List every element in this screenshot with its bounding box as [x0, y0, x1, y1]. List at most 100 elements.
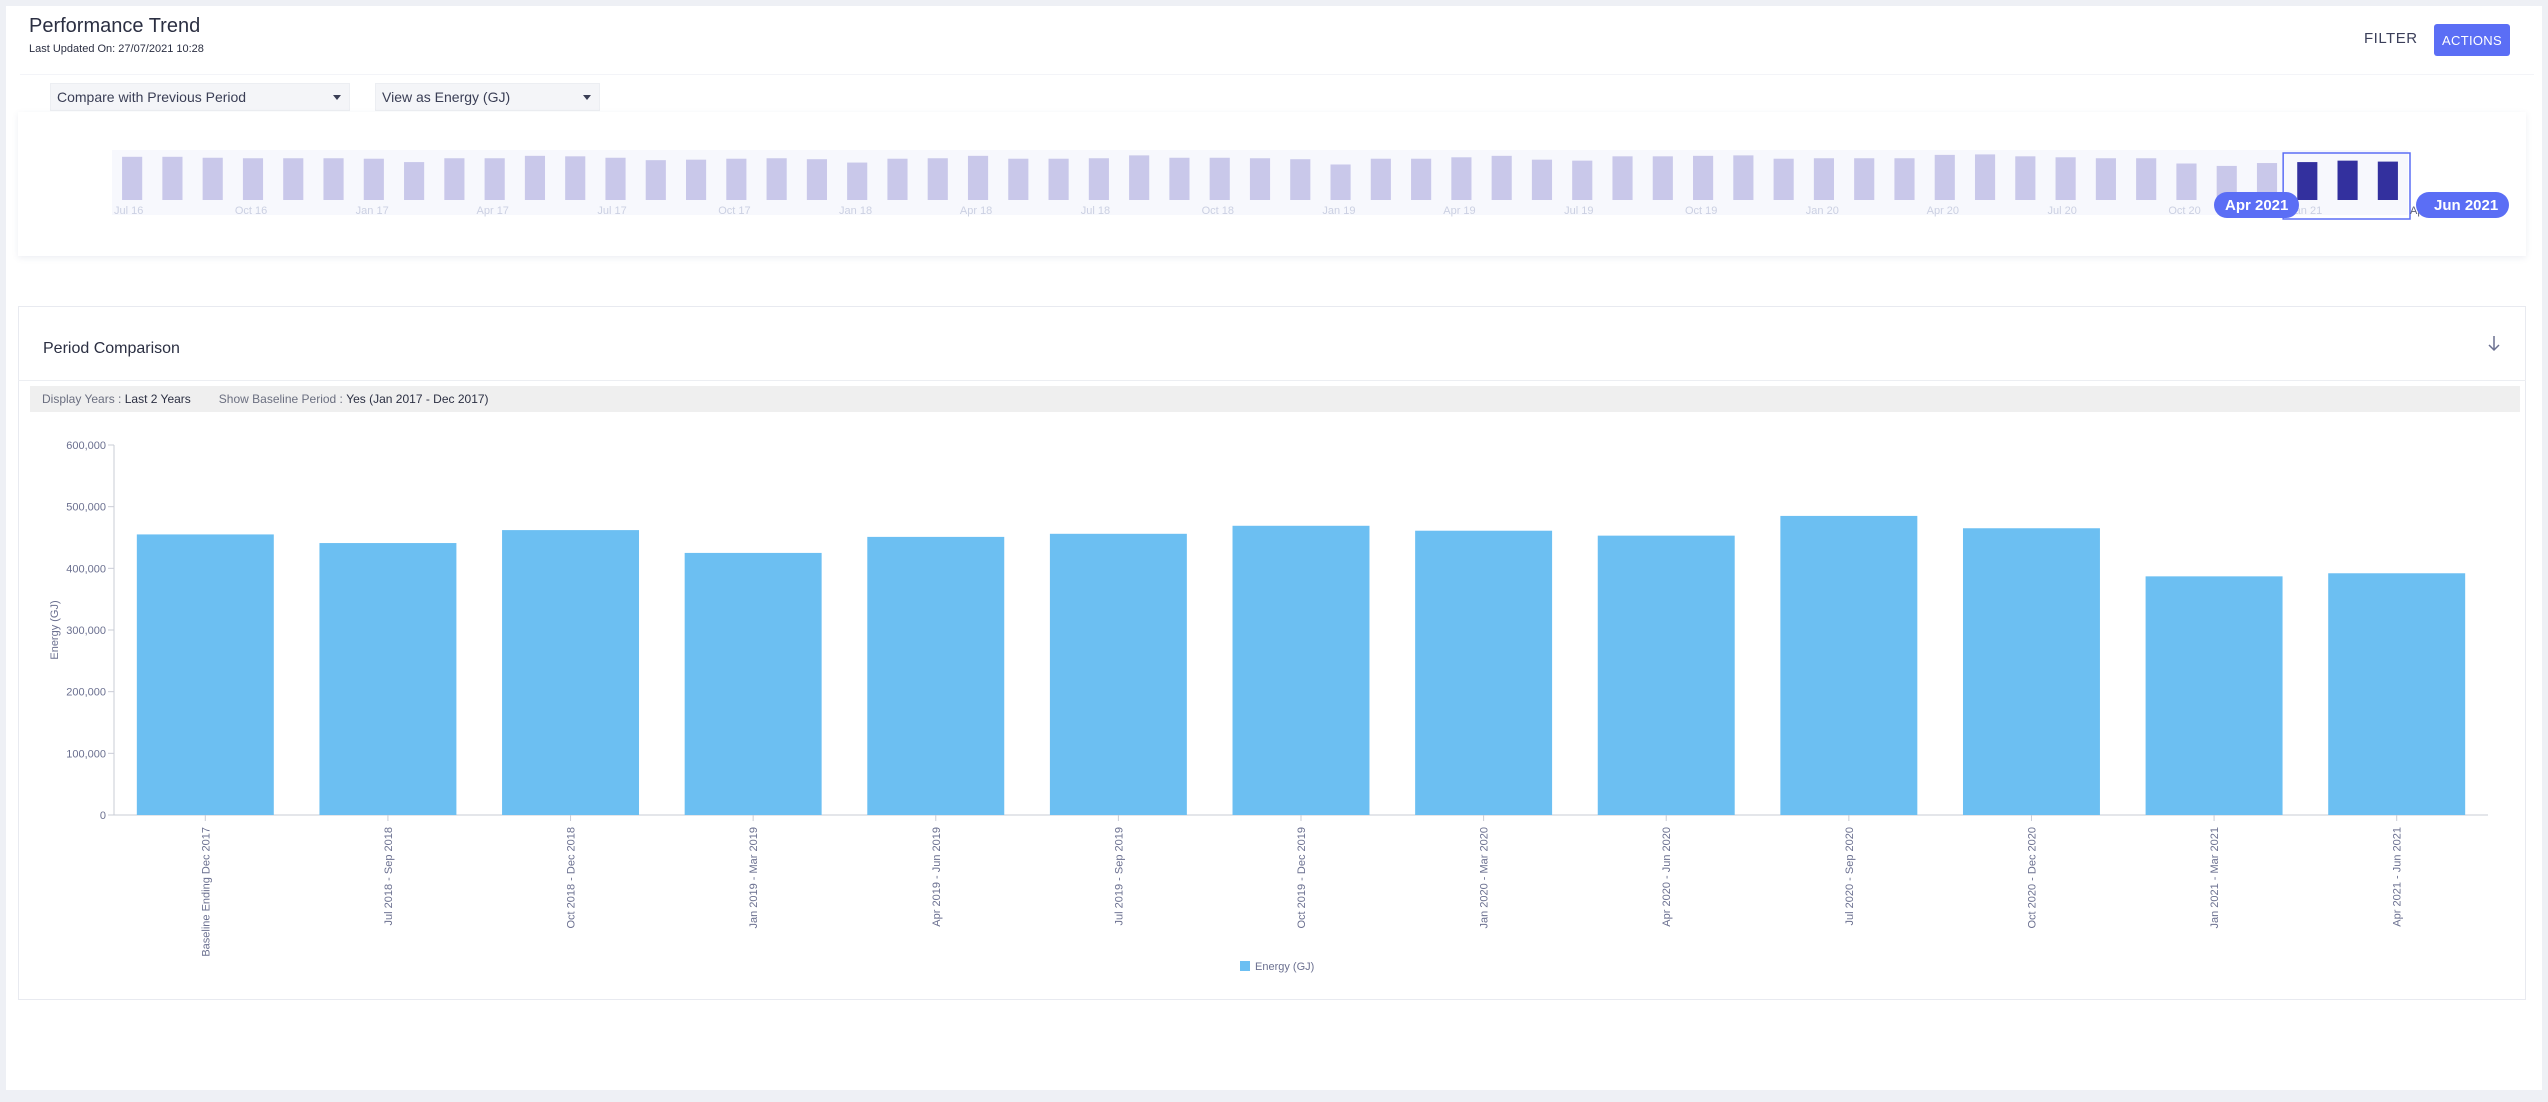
navigator-axis-label: Apr 20 [1927, 205, 1959, 217]
navigator-axis-label: Jan 18 [839, 205, 872, 217]
legend-label: Energy (GJ) [1255, 961, 1314, 973]
display-years-label: Display Years : [42, 392, 122, 406]
view-as-select[interactable]: View as Energy (GJ) [375, 83, 600, 111]
range-end-label: Jun 2021 [2434, 196, 2499, 214]
baseline-label: Show Baseline Period : [218, 392, 343, 406]
chart-bar [1962, 528, 2100, 815]
navigator-bar [444, 158, 465, 200]
navigator-bar [887, 158, 908, 200]
x-tick-label: Apr 2020 - Jun 2020 [1661, 827, 1673, 927]
navigator-bar [1693, 155, 1714, 200]
x-tick-label: Jul 2019 - Sep 2019 [1113, 827, 1125, 925]
panel-title: Period Comparison [43, 340, 180, 357]
navigator-bar [726, 158, 747, 200]
navigator-axis-label: Apr 18 [960, 205, 992, 217]
x-tick-label: Baseline Ending Dec 2017 [200, 827, 212, 957]
navigator-bar [323, 158, 344, 200]
period-comparison-chart: 0 100,000 200,000 300,000 400,000 500,000 600,… [49, 440, 2488, 973]
navigator-axis-label: Jul 19 [1564, 205, 1593, 217]
navigator-bar [1209, 157, 1230, 200]
chart-bar [1780, 515, 1918, 815]
filter-button[interactable]: FILTER [2364, 30, 2418, 47]
range-end-handle[interactable]: Jun 2021 [2416, 192, 2510, 218]
navigator-bar [1652, 156, 1673, 200]
x-tick-label: Oct 2020 - Dec 2020 [2026, 827, 2038, 929]
navigator-axis-label: Jul 20 [2047, 205, 2076, 217]
navigator-bar [1088, 158, 1109, 200]
navigator-bar [806, 159, 827, 200]
navigator-bar [1169, 157, 1190, 200]
navigator-axis-label: Jan 19 [1322, 205, 1355, 217]
y-tick-label: 600,000 [66, 440, 106, 452]
chevron-down-icon [583, 95, 591, 100]
y-axis-title: Energy (GJ) [49, 600, 61, 659]
x-tick-label: Jan 2021 - Mar 2021 [2209, 827, 2221, 929]
navigator-bar [1370, 158, 1391, 200]
y-tick-label: 500,000 [66, 502, 106, 514]
navigator-bar [404, 162, 425, 200]
navigator-bar [1491, 155, 1512, 200]
navigator-axis-label: Oct 19 [1685, 205, 1717, 217]
navigator-axis-label: Jul 16 [114, 205, 143, 217]
navigator-bar [645, 160, 666, 200]
navigator-bar [1249, 158, 1271, 200]
navigator-axis-label: Oct 18 [1202, 205, 1234, 217]
navigator-bar [1773, 158, 1794, 200]
navigator-bar [524, 155, 546, 200]
navigator-bar [202, 157, 223, 200]
chart-bar [684, 552, 822, 815]
navigator-bar [1813, 158, 1834, 200]
navigator-bar [1411, 158, 1432, 200]
navigator-bar [363, 158, 384, 200]
navigator-bar [686, 159, 707, 200]
chart-bar [2328, 573, 2466, 815]
navigator-chart[interactable]: Jul 16 Oct 16 Jan 17 Apr 17 Jul 17 Oct 17 Jan … [0, 0, 2548, 260]
chart-bar [1232, 525, 1370, 815]
range-start-label: Apr 2021 [2225, 196, 2289, 214]
y-tick-label: 300,000 [66, 625, 106, 637]
navigator-bar [1008, 158, 1029, 200]
range-start-handle[interactable]: Apr 2021 [2214, 192, 2300, 218]
chart-bar [1049, 533, 1187, 815]
x-tick-label: Apr 2021 - Jun 2021 [2392, 827, 2404, 927]
x-tick-label: Jan 2020 - Mar 2020 [1479, 827, 1491, 929]
navigator-bar [1733, 155, 1754, 200]
navigator-bar-selected [2297, 162, 2318, 200]
navigator-axis-label: Apr 19 [1443, 205, 1475, 217]
navigator-bar [2015, 156, 2036, 200]
navigator-bar [1451, 157, 1472, 200]
navigator-bar [242, 158, 264, 200]
x-tick-label: Jan 2019 - Mar 2019 [748, 827, 760, 929]
navigator-bar [1612, 156, 1633, 200]
navigator-axis-label: Apr 17 [477, 205, 509, 217]
x-tick-label: Jul 2018 - Sep 2018 [383, 827, 395, 925]
chart-bar [502, 530, 640, 815]
navigator-bar [162, 156, 183, 200]
page-title: Performance Trend [29, 15, 201, 37]
chart-bar [1415, 530, 1553, 815]
navigator-bar [847, 162, 868, 200]
navigator-bar [2216, 165, 2237, 200]
x-tick-label: Oct 2019 - Dec 2019 [1296, 827, 1308, 929]
legend-swatch [1240, 961, 1250, 971]
y-tick-label: 100,000 [66, 748, 106, 760]
last-updated-text: Last Updated On: 27/07/2021 10:28 [29, 43, 204, 55]
view-as-value: View as Energy (GJ) [382, 89, 511, 105]
chart-bar [867, 536, 1005, 815]
navigator-bar [1290, 159, 1311, 200]
navigator-bar [1048, 158, 1069, 200]
compare-period-select[interactable]: Compare with Previous Period [50, 83, 350, 111]
navigator-bar [967, 155, 989, 200]
arrow-down-icon[interactable] [2486, 335, 2502, 353]
navigator-axis-label: Oct 16 [235, 205, 267, 217]
navigator-selection[interactable] [2282, 152, 2411, 220]
panel-divider [18, 380, 2526, 381]
actions-button[interactable]: ACTIONS [2434, 24, 2510, 56]
compare-period-value: Compare with Previous Period [57, 89, 247, 105]
navigator-bar [2176, 163, 2197, 200]
navigator-axis-label: Jul 17 [597, 205, 626, 217]
navigator-bar [766, 158, 787, 200]
navigator-bar [1854, 158, 1875, 200]
navigator-bar [484, 158, 505, 200]
navigator-bar [2095, 158, 2116, 200]
